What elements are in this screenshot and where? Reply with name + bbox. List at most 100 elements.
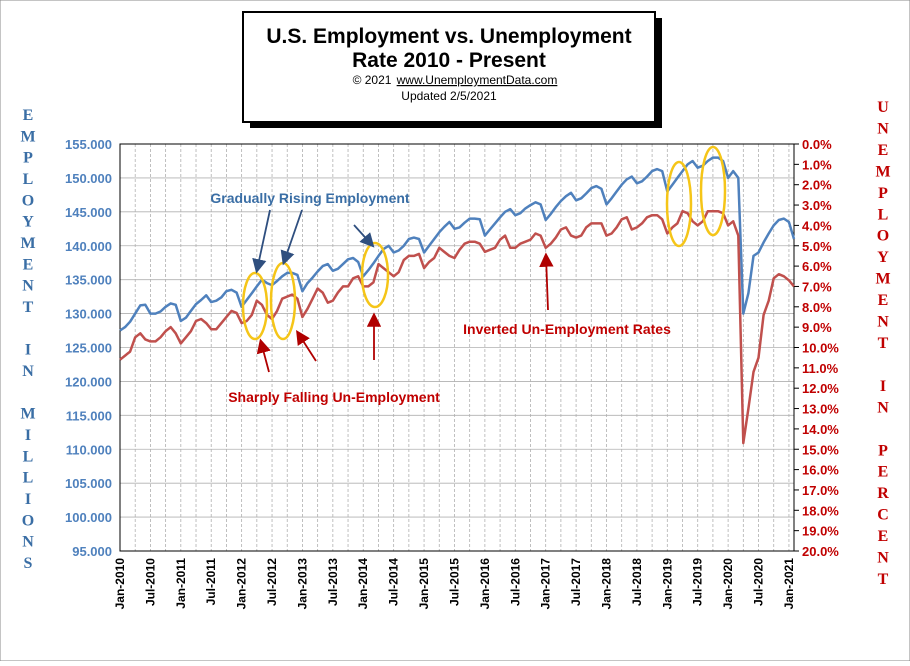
left-tick-label: 140.000 bbox=[65, 239, 112, 254]
right-tick-label: 18.0% bbox=[802, 503, 839, 518]
x-tick-label: Jan-2011 bbox=[174, 558, 188, 609]
x-tick-label: Jul-2016 bbox=[508, 558, 522, 606]
right-axis-label-letter: P bbox=[878, 185, 888, 202]
x-tick-label: Jul-2011 bbox=[204, 558, 218, 606]
employment-series-line bbox=[119, 156, 796, 332]
arrow-blue bbox=[252, 209, 271, 274]
left-axis-label-letter: L bbox=[23, 171, 34, 188]
left-tick-label: 150.000 bbox=[65, 171, 112, 186]
chart-title-line1: U.S. Employment vs. Unemployment bbox=[266, 25, 631, 48]
grid bbox=[119, 143, 794, 552]
right-axis-label-letter: P bbox=[878, 442, 888, 459]
right-tick-label: 19.0% bbox=[802, 524, 839, 539]
copyright-text: © 2021 bbox=[353, 73, 392, 87]
right-tick-label: 11.0% bbox=[802, 361, 839, 376]
left-tick-label: 155.000 bbox=[65, 137, 112, 152]
right-tick-label: 10.0% bbox=[802, 341, 839, 356]
right-axis-label-letter: C bbox=[877, 507, 889, 524]
highlight-ellipse bbox=[665, 160, 693, 248]
annotation-falling-unemployment: Sharply Falling Un-Employment bbox=[228, 389, 440, 405]
right-tick-label: 12.0% bbox=[802, 381, 839, 396]
right-axis-label-letter: M bbox=[875, 271, 890, 288]
left-tick-label: 130.000 bbox=[65, 307, 112, 322]
arrow-red bbox=[539, 252, 554, 311]
arrow-red bbox=[256, 338, 271, 373]
left-axis-label-letter: N bbox=[22, 278, 34, 295]
right-axis-label-letter: E bbox=[878, 464, 889, 481]
right-axis-label-letter: E bbox=[878, 142, 889, 159]
x-tick-label: Jan-2018 bbox=[599, 558, 613, 610]
left-axis-label-letter: E bbox=[23, 107, 34, 124]
right-tick-label: 13.0% bbox=[802, 402, 839, 417]
left-tick-label: 110.000 bbox=[66, 442, 112, 457]
left-tick-label: 95.000 bbox=[72, 544, 112, 559]
right-axis-label-letter: E bbox=[878, 528, 889, 545]
chart-title-line2: Rate 2010 - Present bbox=[352, 49, 546, 72]
x-tick-label: Jan-2014 bbox=[356, 558, 370, 610]
right-tick-label: 20.0% bbox=[802, 544, 839, 559]
right-tick-label: 4.0% bbox=[802, 218, 832, 233]
right-axis-label-letter: Y bbox=[877, 249, 889, 266]
left-tick-label: 115.000 bbox=[66, 408, 112, 423]
x-tick-label: Jan-2013 bbox=[295, 558, 309, 610]
arrow-blue bbox=[353, 224, 375, 248]
highlight-ellipse bbox=[360, 241, 390, 309]
x-tick-label: Jul-2013 bbox=[326, 558, 340, 606]
x-tick-label: Jul-2012 bbox=[265, 558, 279, 606]
unemployment-series-line bbox=[119, 209, 795, 445]
left-axis-label-letter: I bbox=[25, 491, 31, 508]
x-tick-label: Jan-2016 bbox=[478, 558, 492, 610]
right-axis-label-letter: M bbox=[875, 163, 890, 180]
website-link[interactable]: www.UnemploymentData.com bbox=[396, 73, 558, 87]
right-tick-label: 6.0% bbox=[802, 259, 832, 274]
x-tick-label: Jul-2018 bbox=[630, 558, 644, 606]
right-tick-label: 16.0% bbox=[802, 463, 839, 478]
left-axis-label-letter: T bbox=[23, 299, 34, 316]
arrow-blue bbox=[280, 209, 303, 266]
left-tick-label: 105.000 bbox=[65, 476, 112, 491]
right-tick-label: 15.0% bbox=[802, 442, 839, 457]
left-axis-label-letter: Y bbox=[22, 214, 34, 231]
left-axis-label-letter: L bbox=[23, 448, 34, 465]
right-tick-label: 2.0% bbox=[802, 178, 832, 193]
right-axis-label-letter: O bbox=[877, 228, 889, 245]
x-tick-label: Jan-2017 bbox=[539, 558, 553, 610]
right-axis-label-letter: R bbox=[877, 485, 889, 502]
x-tick-label: Jul-2019 bbox=[691, 558, 705, 606]
right-axis-label-letter: E bbox=[878, 292, 889, 309]
left-axis-label-letter: N bbox=[22, 534, 34, 551]
left-axis-label-letter: L bbox=[23, 470, 34, 487]
annotation-inverted-rates: Inverted Un-Employment Rates bbox=[463, 321, 671, 337]
right-axis-label-letter: T bbox=[878, 335, 889, 352]
right-axis-label-letter: L bbox=[878, 206, 889, 223]
highlight-ellipse bbox=[699, 145, 727, 237]
left-tick-label: 145.000 bbox=[65, 205, 112, 220]
left-axis-label-letter: M bbox=[20, 235, 35, 252]
right-tick-label: 1.0% bbox=[802, 157, 832, 172]
right-axis-label-letter: N bbox=[877, 550, 889, 567]
left-axis-label-letter: M bbox=[20, 128, 35, 145]
right-tick-label: 17.0% bbox=[802, 483, 839, 498]
x-tick-label: Jul-2020 bbox=[752, 558, 766, 606]
right-tick-label: 8.0% bbox=[802, 300, 832, 315]
left-axis-label-letter: O bbox=[22, 192, 34, 209]
updated-text: Updated 2/5/2021 bbox=[401, 89, 497, 103]
right-axis-label-letter: N bbox=[877, 314, 889, 331]
x-tick-label: Jan-2021 bbox=[782, 558, 796, 610]
right-tick-label: 9.0% bbox=[802, 320, 832, 335]
left-axis-label-letter: O bbox=[22, 512, 34, 529]
right-tick-label: 3.0% bbox=[802, 198, 832, 213]
left-axis-ticks: 95.000 100.000 105.000 110.000 115.000 120.00… bbox=[65, 137, 112, 559]
right-tick-label: 7.0% bbox=[802, 279, 832, 294]
left-tick-label: 125.000 bbox=[65, 341, 112, 356]
left-axis-label-letter: N bbox=[22, 363, 34, 380]
x-tick-label: Jan-2010 bbox=[113, 558, 127, 610]
right-axis-label-letter: U bbox=[877, 99, 889, 116]
left-tick-label: 100.000 bbox=[65, 510, 112, 525]
right-axis-ticks: 0.0% 1.0% 2.0% 3.0% 4.0% 5.0% 6.0% 7.0% 8.0% 9.0%… bbox=[794, 137, 839, 559]
right-tick-label: 14.0% bbox=[802, 422, 839, 437]
annotation-rising-employment: Gradually Rising Employment bbox=[210, 190, 409, 206]
right-axis-label-letter: I bbox=[880, 378, 886, 395]
x-axis-ticks: Jan-2010 Jul-2010 Jan-2011 Jul-2011 Jan-2012… bbox=[113, 558, 796, 610]
